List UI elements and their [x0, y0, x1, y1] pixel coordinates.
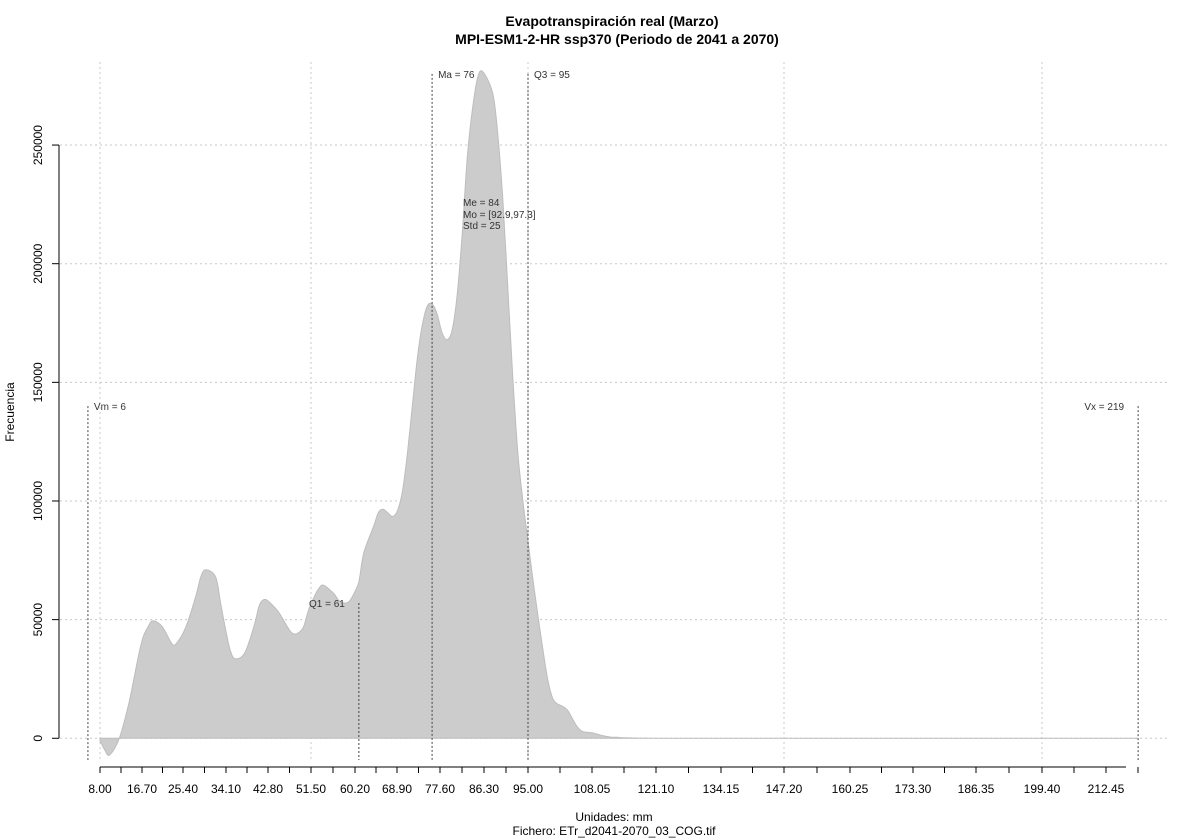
y-axis: 0 50000 100000 150000 200000 250000: [31, 125, 60, 742]
marker-label: Ma = 76: [438, 70, 475, 81]
x-tick-label: 68.90: [382, 782, 412, 796]
density-area: [99, 70, 1139, 756]
x-tick-label: 108.05: [574, 782, 611, 796]
y-tick-label: 50000: [31, 603, 45, 637]
x-tick-label: 42.80: [253, 782, 283, 796]
y-axis-label: Frecuencia: [3, 382, 17, 442]
x-tick-label: 212.45: [1088, 782, 1125, 796]
x-tick-label: 51.50: [296, 782, 326, 796]
x-tick-label: 34.10: [211, 782, 241, 796]
marker-label: Q1 = 61: [309, 599, 345, 610]
x-tick-label: 173.30: [895, 782, 932, 796]
stats-annotation: Me = 84 Mo = [92.9,97.3] Std = 25: [463, 198, 536, 232]
x-axis-label: Unidades: mm: [575, 810, 652, 824]
x-tick-label: 86.30: [469, 782, 499, 796]
marker-lines: Vm = 6 Q1 = 61 Ma = 76 Q3 = 95 Vx = 219: [87, 70, 1139, 760]
x-tick-label: 121.10: [638, 782, 675, 796]
x-tick-label: 60.20: [340, 782, 370, 796]
x-tick-label: 95.00: [513, 782, 543, 796]
marker-label: Vx = 219: [1084, 402, 1124, 413]
y-tick-label: 100000: [31, 481, 45, 521]
y-tick-label: 200000: [31, 243, 45, 283]
x-tick-label: 77.60: [425, 782, 455, 796]
marker-label: Vm = 6: [94, 402, 126, 413]
x-tick-label: 16.70: [127, 782, 157, 796]
x-tick-label: 134.15: [703, 782, 740, 796]
chart-subtitle: MPI-ESM1-2-HR ssp370 (Periodo de 2041 a …: [455, 31, 779, 47]
chart-title: Evapotranspiración real (Marzo): [505, 13, 718, 29]
marker-label: Q3 = 95: [534, 70, 570, 81]
y-tick-label: 150000: [31, 362, 45, 402]
y-tick-label: 0: [31, 735, 45, 742]
x-tick-label: 199.40: [1024, 782, 1061, 796]
y-tick-label: 250000: [31, 125, 45, 165]
file-label: Fichero: ETr_d2041-2070_03_COG.tif: [513, 824, 717, 838]
x-tick-label: 160.25: [832, 782, 869, 796]
x-tick-label: 25.40: [168, 782, 198, 796]
x-tick-label: 8.00: [88, 782, 112, 796]
x-tick-label: 147.20: [766, 782, 803, 796]
stat-mode: Mo = [92.9,97.3]: [463, 210, 536, 221]
x-tick-label: 186.35: [958, 782, 995, 796]
x-axis: 8.00 16.70 25.40 34.10 42.80 51.50 60.20 68.90 7…: [88, 766, 1139, 796]
stat-std: Std = 25: [463, 221, 501, 232]
stat-median: Me = 84: [463, 198, 500, 209]
